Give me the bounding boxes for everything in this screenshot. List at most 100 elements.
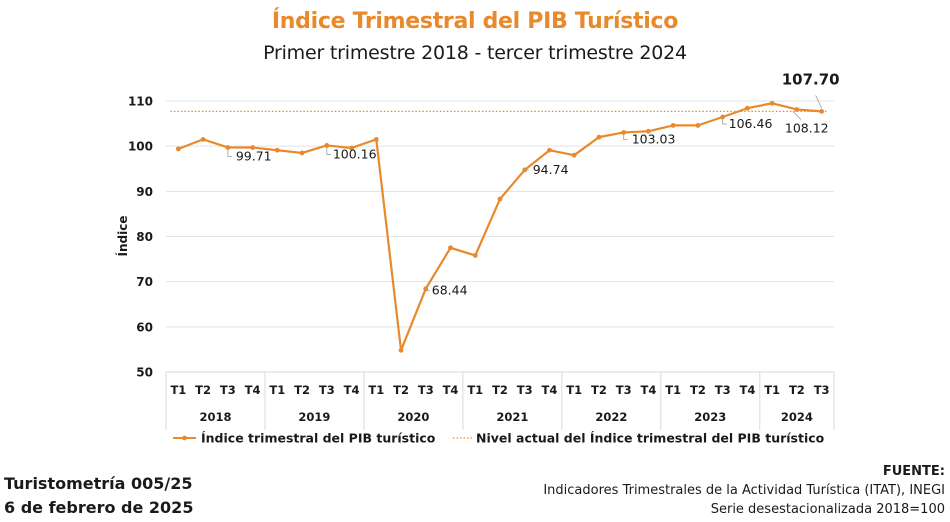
data-point <box>423 286 429 292</box>
leader-line <box>623 133 628 140</box>
y-tick-label: 80 <box>136 230 153 244</box>
leader-line <box>722 117 727 125</box>
x-tick-label: T4 <box>245 383 261 397</box>
x-tick-label: T1 <box>665 383 681 397</box>
year-label: 2021 <box>496 410 528 424</box>
x-tick-label: T2 <box>690 383 706 397</box>
legend-series-marker <box>182 435 187 441</box>
x-tick-label: T1 <box>368 383 384 397</box>
data-point <box>175 146 181 152</box>
data-point <box>373 136 379 142</box>
data-point <box>250 145 255 150</box>
x-tick-label: T1 <box>566 383 582 397</box>
x-tick-label: T2 <box>492 383 508 397</box>
y-tick-label: 70 <box>136 275 153 289</box>
x-tick-label: T4 <box>344 383 360 397</box>
x-tick-label: T3 <box>319 383 335 397</box>
gridlines <box>166 100 834 328</box>
x-tick-label: T3 <box>220 383 236 397</box>
leader-line <box>425 289 430 292</box>
data-point <box>670 122 676 128</box>
chart-subtitle: Primer trimestre 2018 - tercer trimestre… <box>263 42 687 64</box>
y-tick-label: 60 <box>136 320 153 334</box>
x-tick-label: T2 <box>789 383 805 397</box>
y-tick-label: 90 <box>136 185 153 199</box>
data-point <box>646 128 651 134</box>
x-tick-label: T3 <box>814 383 830 397</box>
series-line <box>175 100 825 353</box>
y-tick-label: 100 <box>128 140 153 154</box>
x-tick-label: T3 <box>715 383 731 397</box>
leader-line <box>326 146 331 155</box>
x-tick-label: T4 <box>739 383 755 397</box>
data-point <box>497 196 503 202</box>
x-tick-label: T3 <box>616 383 632 397</box>
data-point <box>621 130 627 135</box>
y-tick-label: 110 <box>128 95 153 109</box>
leader-line <box>815 95 822 109</box>
data-labels: 99.71 100.16 68.44 94.74 103.03 106.46 108.12 1… <box>227 70 840 298</box>
data-label: 94.74 <box>533 162 569 177</box>
data-point <box>398 347 404 353</box>
x-tick-label: T1 <box>764 383 780 397</box>
data-point <box>547 147 552 153</box>
data-point <box>720 114 726 120</box>
data-point <box>349 145 354 151</box>
data-point <box>200 136 206 142</box>
legend: Índice trimestral del PIB turístico Nivel… <box>173 431 825 446</box>
data-point <box>695 122 701 128</box>
data-point <box>819 108 825 114</box>
data-point <box>299 150 305 156</box>
x-tick-label: T2 <box>195 383 211 397</box>
x-tick-label: T2 <box>591 383 607 397</box>
year-label: 2022 <box>595 410 627 424</box>
year-label: 2024 <box>781 410 813 424</box>
data-point <box>794 107 800 112</box>
data-label: 107.70 <box>782 70 840 88</box>
data-point <box>571 152 577 158</box>
x-tick-label: T2 <box>393 383 409 397</box>
y-axis-label: Índice <box>115 216 130 257</box>
x-tick-label: T4 <box>542 383 558 397</box>
data-label: 106.46 <box>729 116 773 131</box>
legend-series-label: Índice trimestral del PIB turístico <box>201 431 436 446</box>
year-label: 2020 <box>397 410 429 424</box>
data-point <box>448 245 453 251</box>
x-tick-label: T3 <box>517 383 533 397</box>
source-line-2: Serie desestacionalizada 2018=100 <box>710 502 945 517</box>
x-tick-label: T3 <box>418 383 434 397</box>
x-tick-label: T1 <box>467 383 483 397</box>
y-axis-ticks: 50 60 70 80 90 100 110 <box>128 95 153 380</box>
leader-line <box>792 111 802 120</box>
leader-line <box>524 169 529 171</box>
data-point <box>225 145 231 150</box>
series-line-path <box>177 102 822 352</box>
data-point <box>769 100 775 106</box>
legend-reference-label: Nivel actual del Índice trimestral del P… <box>476 431 825 446</box>
source-label: FUENTE: <box>882 464 945 479</box>
year-label: 2023 <box>694 410 726 424</box>
y-tick-label: 50 <box>136 366 153 380</box>
x-tick-label: T2 <box>294 383 310 397</box>
leader-line <box>227 148 232 157</box>
source-line-1: Indicadores Trimestrales de la Actividad… <box>543 483 945 498</box>
year-label: 2019 <box>298 410 330 424</box>
chart-title: Índice Trimestral del PIB Turístico <box>271 9 679 34</box>
data-label: 108.12 <box>785 120 829 135</box>
x-tick-label: T4 <box>443 383 459 397</box>
data-label: 68.44 <box>432 283 468 298</box>
line-chart: 50 60 70 80 90 100 110 Índice T1 T2 T3 T4 T1 T2 T3 T4… <box>115 70 840 446</box>
data-label: 99.71 <box>236 148 272 163</box>
data-point <box>324 143 330 148</box>
publication-id: Turistometría 005/25 <box>4 474 193 493</box>
footer-left: Turistometría 005/25 6 de febrero de 202… <box>4 472 193 520</box>
x-tick-label: T1 <box>170 383 186 397</box>
data-point <box>472 253 478 258</box>
x-tick-label: T4 <box>641 383 657 397</box>
data-label: 103.03 <box>632 131 676 146</box>
data-point <box>596 134 602 140</box>
data-point <box>274 147 280 153</box>
data-point <box>745 105 750 111</box>
year-label: 2018 <box>199 410 231 424</box>
data-label: 100.16 <box>333 146 377 161</box>
